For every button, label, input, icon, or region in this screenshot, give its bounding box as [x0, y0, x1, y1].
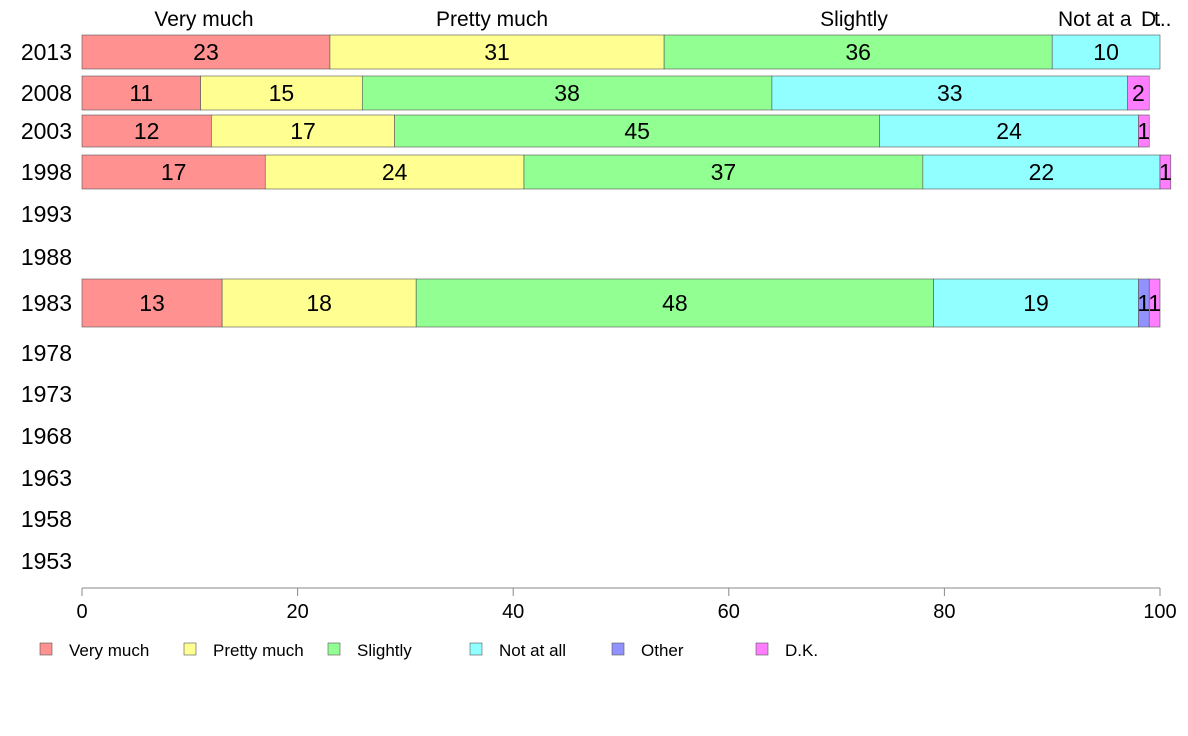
- legend-label: Other: [641, 641, 684, 660]
- bar-segment: [1138, 114, 1150, 148]
- top-label: t..: [1154, 8, 1172, 31]
- legend-label: Slightly: [357, 641, 412, 660]
- bar-value-label: 15: [269, 80, 295, 106]
- bar-value-label: 24: [382, 159, 408, 185]
- legend-swatch: [327, 642, 341, 656]
- bar-segment: [1051, 34, 1161, 70]
- y-tick-label: 1968: [21, 423, 72, 449]
- bar-segment: [264, 154, 525, 190]
- bar-segment: [922, 154, 1161, 190]
- y-tick-label: 2003: [21, 118, 72, 144]
- x-tick-label: 40: [502, 601, 524, 623]
- bar-value-label: 38: [554, 80, 580, 106]
- x-tick-label: 0: [76, 601, 87, 623]
- bar-value-label: 22: [1029, 159, 1055, 185]
- bar-value-label: 48: [662, 290, 688, 316]
- y-tick-label: 1958: [21, 506, 72, 532]
- x-tick-label: 100: [1143, 601, 1176, 623]
- bar-value-label: 45: [624, 118, 650, 144]
- bar-value-label: 1: [1137, 290, 1150, 316]
- bar-segment: [200, 75, 363, 111]
- y-tick-label: 1998: [21, 159, 72, 185]
- bar-value-label: 11: [129, 80, 153, 106]
- bar-value-label: 13: [139, 290, 165, 316]
- top-label: D.: [1141, 8, 1162, 31]
- bar-value-label: 12: [134, 118, 160, 144]
- bar-value-label: 24: [996, 118, 1022, 144]
- bar-segment: [879, 114, 1139, 148]
- x-tick-label: 80: [933, 601, 955, 623]
- bar-segment: [211, 114, 395, 148]
- top-label: Slightly: [820, 8, 888, 31]
- legend-label: D.K.: [785, 641, 818, 660]
- bar-segment: [1159, 154, 1172, 190]
- legend-label: Not at all: [499, 641, 566, 660]
- top-label: Pretty much: [436, 8, 548, 31]
- x-tick-label: 20: [286, 601, 308, 623]
- y-tick-label: 1963: [21, 465, 72, 491]
- bar-value-label: 1: [1159, 159, 1172, 185]
- legend: Very much Pretty much Slightly Not at all Ot…: [39, 641, 818, 660]
- bar-segment: [81, 278, 223, 328]
- bar-value-label: 37: [711, 159, 737, 185]
- bar-value-label: 36: [845, 39, 871, 65]
- bar-segment: [1148, 278, 1161, 328]
- bar-value-label: 1: [1148, 290, 1161, 316]
- bar-value-label: 23: [193, 39, 219, 65]
- bar-value-label: 17: [290, 118, 316, 144]
- y-tick-label: 2013: [21, 39, 72, 65]
- legend-swatch: [611, 642, 625, 656]
- legend-swatch: [755, 642, 769, 656]
- bar-segment: [221, 278, 417, 328]
- y-tick-label: 2008: [21, 80, 72, 106]
- bar-value-label: 17: [161, 159, 187, 185]
- bar-value-label: 10: [1093, 39, 1119, 65]
- y-tick-label: 1973: [21, 381, 72, 407]
- legend-label: Very much: [69, 641, 149, 660]
- legend-swatch: [183, 642, 197, 656]
- bar-value-label: 31: [484, 39, 510, 65]
- x-axis: 0 20 40 60 80 100: [76, 587, 1177, 623]
- legend-swatch: [469, 642, 483, 656]
- bar-value-label: 2: [1132, 80, 1145, 106]
- bar-segment: [1127, 75, 1150, 111]
- bar-segment: [361, 75, 773, 111]
- y-axis-labels: 2013 2008 2003 1998 1993 1988 1983 1978 1973 1968…: [21, 39, 72, 574]
- x-tick-label: 60: [718, 601, 740, 623]
- bar-segment: [771, 75, 1128, 111]
- bar-segment: [81, 114, 212, 148]
- bar-segment: [523, 154, 924, 190]
- bar-segment: [329, 34, 665, 70]
- bar-segment: [415, 278, 934, 328]
- y-tick-label: 1983: [21, 290, 72, 316]
- y-tick-label: 1988: [21, 244, 72, 270]
- legend-swatch: [39, 642, 53, 656]
- bar-segment: [81, 75, 201, 111]
- top-label: Not at a: [1058, 8, 1132, 31]
- bar-value-label: 1: [1137, 118, 1150, 144]
- top-category-labels: Very much Pretty much Slightly Not at a D.t.…: [154, 8, 1171, 31]
- y-tick-label: 1993: [21, 201, 72, 227]
- y-tick-label: 1953: [21, 548, 72, 574]
- bar-segment: [394, 114, 881, 148]
- top-label: Very much: [154, 8, 253, 31]
- bar-value-label: 19: [1023, 290, 1049, 316]
- bar-value-label: 18: [306, 290, 332, 316]
- legend-label: Pretty much: [213, 641, 304, 660]
- bar-segment: [933, 278, 1139, 328]
- y-tick-label: 1978: [21, 340, 72, 366]
- bar-segment: [81, 154, 266, 190]
- bar-value-label: 33: [937, 80, 963, 106]
